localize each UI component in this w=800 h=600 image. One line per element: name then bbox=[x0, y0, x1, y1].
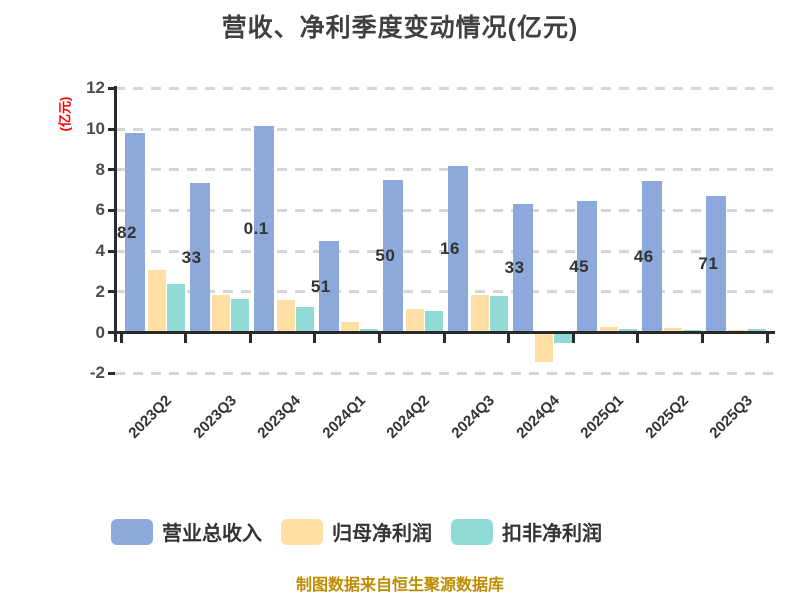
bar-non_gaap_profit-2025Q3 bbox=[747, 329, 766, 333]
bar-revenue-2023Q3 bbox=[189, 183, 210, 333]
gridline-y-4 bbox=[115, 249, 775, 253]
y-tick-label: 12 bbox=[86, 78, 105, 98]
bar-non_gaap_profit-2023Q4 bbox=[295, 307, 314, 333]
x-axis-line bbox=[115, 331, 775, 334]
y-tick-label: 4 bbox=[95, 241, 105, 261]
bar-non_gaap_profit-2024Q1 bbox=[360, 329, 379, 333]
x-category-label-2023Q3: 2023Q3 bbox=[189, 392, 240, 442]
y-axis-tick bbox=[108, 290, 115, 294]
bar-value-label-2023Q4: 0.1 bbox=[243, 219, 269, 239]
legend-label-non_gaap_profit: 扣非净利润 bbox=[502, 523, 602, 545]
bar-net_profit-2025Q2 bbox=[664, 328, 683, 333]
x-category-label-2025Q1: 2025Q1 bbox=[577, 392, 628, 442]
x-axis-tick bbox=[571, 334, 575, 343]
legend-label-revenue: 营业总收入 bbox=[162, 523, 262, 545]
data-source-note: 制图数据来自恒生聚源数据库 bbox=[295, 577, 504, 594]
y-axis-tick bbox=[108, 86, 115, 90]
bar-value-label-2023Q3: 33 bbox=[181, 247, 202, 267]
gridline-y-6 bbox=[115, 208, 775, 212]
gridline-y-12 bbox=[115, 86, 775, 90]
bar-net_profit-2024Q1 bbox=[341, 322, 360, 333]
gridline-y-8 bbox=[115, 168, 775, 172]
legend-item-revenue: 营业总收入 bbox=[111, 517, 262, 546]
bar-non_gaap_profit-2024Q4 bbox=[554, 332, 573, 343]
bar-revenue-2024Q2 bbox=[383, 179, 404, 333]
y-tick-label: 2 bbox=[95, 281, 105, 301]
chart-legend: 营业总收入 归母净利润 扣非净利润 bbox=[111, 517, 602, 546]
x-category-label-2025Q3: 2025Q3 bbox=[706, 392, 757, 442]
bar-value-label-2024Q3: 16 bbox=[440, 239, 460, 259]
y-axis-line bbox=[114, 86, 117, 342]
gridline-y-10 bbox=[115, 127, 775, 131]
legend-item-non_gaap_profit: 扣非净利润 bbox=[451, 517, 602, 546]
x-category-label-2025Q2: 2025Q2 bbox=[642, 392, 692, 442]
x-axis-tick bbox=[636, 334, 640, 343]
x-category-label-2024Q3: 2024Q3 bbox=[448, 392, 499, 442]
bar-revenue-2024Q3 bbox=[448, 166, 468, 333]
bar-revenue-2025Q3 bbox=[706, 195, 727, 333]
legend-swatch-revenue bbox=[111, 518, 153, 545]
bar-non_gaap_profit-2024Q2 bbox=[424, 311, 443, 333]
bar-value-label-2025Q2: 46 bbox=[633, 246, 654, 266]
bar-revenue-2024Q4 bbox=[512, 203, 533, 333]
x-category-label-2023Q4: 2023Q4 bbox=[254, 392, 305, 442]
y-tick-label: 10 bbox=[86, 119, 105, 138]
bar-net_profit-2023Q2 bbox=[147, 270, 166, 333]
x-category-label-2023Q2: 2023Q2 bbox=[125, 392, 176, 442]
y-axis-tick bbox=[108, 127, 115, 131]
x-axis-tick bbox=[507, 334, 511, 343]
x-category-label-2024Q1: 2024Q1 bbox=[319, 392, 369, 442]
gridline-y-2 bbox=[115, 290, 775, 294]
bar-net_profit-2024Q3 bbox=[470, 294, 489, 333]
bar-net_profit-2025Q1 bbox=[599, 326, 618, 333]
bar-revenue-2024Q1 bbox=[318, 240, 339, 333]
bar-net_profit-2023Q4 bbox=[276, 300, 295, 333]
bar-revenue-2025Q2 bbox=[641, 180, 662, 333]
x-axis-tick bbox=[184, 334, 188, 343]
y-axis-tick bbox=[108, 371, 115, 375]
bar-net_profit-2024Q4 bbox=[535, 332, 554, 362]
bar-net_profit-2023Q3 bbox=[212, 294, 231, 333]
bar-revenue-2025Q1 bbox=[577, 201, 598, 333]
y-tick-label: 0 bbox=[95, 322, 105, 342]
x-axis-tick bbox=[313, 334, 317, 343]
bar-value-label-2024Q1: 51 bbox=[310, 276, 331, 296]
bar-value-label-2024Q2: 50 bbox=[375, 246, 396, 266]
bar-non_gaap_profit-2024Q3 bbox=[489, 295, 508, 333]
y-axis-tick bbox=[108, 331, 115, 334]
x-axis-tick bbox=[700, 334, 704, 343]
x-category-label-2024Q4: 2024Q4 bbox=[512, 392, 563, 442]
bar-value-label-2025Q3: 71 bbox=[698, 254, 719, 274]
x-axis-tick bbox=[765, 334, 769, 343]
bar-non_gaap_profit-2025Q1 bbox=[618, 328, 637, 333]
gridline-y--2 bbox=[115, 371, 775, 375]
y-axis-tick bbox=[108, 168, 115, 172]
y-axis-tick bbox=[108, 249, 115, 253]
x-axis-tick bbox=[248, 334, 252, 343]
y-tick-label: 6 bbox=[95, 200, 105, 220]
y-tick-label: 8 bbox=[95, 159, 105, 179]
x-axis-tick bbox=[377, 334, 381, 343]
legend-label-net_profit: 归母净利润 bbox=[332, 523, 432, 545]
x-category-label-2024Q2: 2024Q2 bbox=[383, 392, 434, 442]
legend-item-net_profit: 归母净利润 bbox=[281, 517, 432, 546]
y-tick-label: -2 bbox=[89, 363, 105, 383]
bar-non_gaap_profit-2023Q3 bbox=[231, 298, 250, 333]
bar-value-label-2024Q4: 33 bbox=[504, 258, 525, 278]
legend-swatch-non_gaap_profit bbox=[451, 518, 493, 545]
bar-revenue-2023Q2 bbox=[125, 132, 145, 333]
x-axis-tick bbox=[119, 334, 123, 343]
y-axis-tick bbox=[108, 208, 115, 212]
bar-value-label-2025Q1: 45 bbox=[569, 256, 590, 276]
chart-title: 营收、净利季度变动情况(亿元) bbox=[221, 14, 579, 42]
bar-non_gaap_profit-2023Q2 bbox=[166, 283, 185, 333]
legend-swatch-net_profit bbox=[281, 518, 323, 545]
bar-revenue-2023Q4 bbox=[254, 125, 275, 333]
bar-net_profit-2024Q2 bbox=[405, 309, 424, 333]
x-axis-tick bbox=[442, 334, 446, 343]
bar-value-label-2023Q2: 82 bbox=[117, 222, 137, 242]
